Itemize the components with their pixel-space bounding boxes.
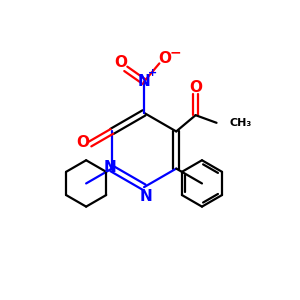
Text: O: O xyxy=(189,80,202,95)
Text: N: N xyxy=(138,74,150,89)
Text: O: O xyxy=(114,55,127,70)
Text: O: O xyxy=(76,135,89,150)
Text: +: + xyxy=(148,68,157,78)
Text: N: N xyxy=(104,160,117,175)
Text: O: O xyxy=(158,51,171,66)
Text: N: N xyxy=(139,189,152,204)
Text: CH₃: CH₃ xyxy=(229,118,251,128)
Text: −: − xyxy=(170,45,182,59)
